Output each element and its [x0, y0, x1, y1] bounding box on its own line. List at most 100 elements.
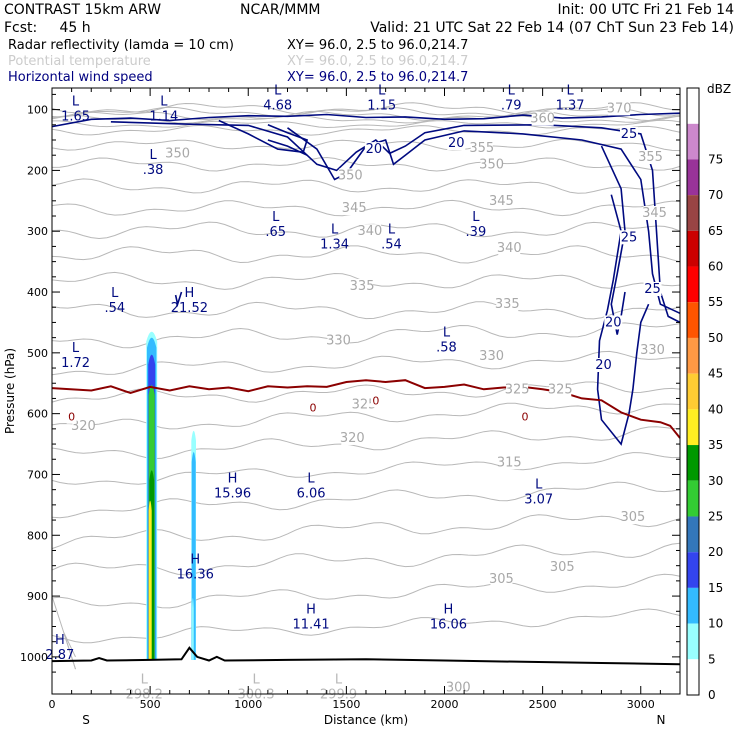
theta-contour — [51, 156, 681, 172]
colorbar-label: 0 — [708, 688, 716, 702]
extreme-value: .58 — [436, 341, 457, 356]
extreme-value: .54 — [381, 237, 402, 252]
extreme-letter: L — [72, 95, 80, 110]
x-tick-label: 2500 — [529, 698, 557, 711]
extreme-letter: L — [274, 84, 282, 99]
colorbar-swatch — [687, 266, 699, 303]
theta-contour — [51, 301, 681, 320]
extreme-value: 16.06 — [430, 617, 467, 632]
colorbar-swatch — [687, 445, 699, 481]
colorbar-label: 70 — [708, 188, 723, 202]
extreme-value: 1.14 — [149, 110, 178, 125]
extreme-value: .54 — [104, 301, 125, 316]
theta-contour — [51, 178, 681, 194]
wind-contour — [174, 291, 183, 308]
theta-label: 335 — [495, 297, 520, 312]
colorbar-swatch — [687, 302, 699, 338]
extreme-value: 6.06 — [297, 487, 326, 502]
colorbar-label: 30 — [708, 474, 723, 488]
colorbar-swatch — [687, 159, 699, 196]
wind-label-bg — [604, 315, 623, 330]
colorbar-swatch — [687, 409, 699, 446]
extreme-letter: L — [388, 222, 396, 237]
wind-label: 20 — [595, 358, 612, 373]
y-tick-label: 600 — [27, 408, 48, 421]
wind-label-bg — [643, 281, 662, 296]
x-tick-label: 2000 — [431, 698, 459, 711]
extreme-letter: L — [566, 84, 574, 99]
extreme-letter: L — [378, 84, 386, 99]
zero-label-bg — [519, 411, 530, 424]
y-tick-label: 300 — [27, 225, 48, 238]
theta-label-bg — [358, 224, 381, 239]
colorbar-swatch — [687, 123, 699, 160]
theta-contour — [51, 110, 681, 122]
extreme-value: 1.34 — [320, 237, 349, 252]
theta-contour — [51, 322, 681, 349]
theta-label: 325 — [548, 382, 573, 397]
theta-label-bg — [641, 342, 664, 357]
theta-label: 315 — [497, 455, 522, 470]
theta-label: 355 — [469, 141, 494, 156]
wind-label-bg — [619, 230, 638, 245]
extreme-value: 2.87 — [45, 648, 74, 663]
x-tick-label: 500 — [140, 698, 161, 711]
extreme-letter: L — [472, 210, 480, 225]
org-label: NCAR/MMM — [240, 2, 321, 18]
extreme-value: .39 — [466, 225, 487, 240]
extreme-letter: L — [252, 672, 260, 687]
theta-label-bg — [490, 193, 513, 208]
colorbar-label: 75 — [708, 152, 723, 166]
theta-label: 355 — [638, 150, 663, 165]
terrain-profile — [51, 646, 681, 666]
zero-label: 0 — [310, 402, 317, 415]
theta-label: 345 — [642, 206, 667, 221]
theta-label: 325 — [505, 382, 530, 397]
theta-label: 335 — [350, 279, 375, 294]
extreme-value: 15.96 — [214, 487, 251, 502]
colorbar-swatch — [687, 230, 699, 267]
zero-label: 0 — [68, 411, 75, 424]
extreme-value: 16.36 — [177, 567, 214, 582]
theta-label: 370 — [607, 101, 632, 116]
theta-label: 350 — [338, 168, 363, 183]
wind-label: 20 — [448, 136, 465, 151]
theta-label-bg — [498, 455, 521, 470]
extreme-value: 4.68 — [263, 99, 292, 114]
theta-label: 325 — [352, 398, 377, 413]
colorbar-unit: dBZ — [707, 82, 731, 96]
extreme-letter: L — [149, 148, 157, 163]
theta-contour — [52, 119, 681, 129]
colorbar-swatch — [687, 195, 699, 231]
theta-label-bg — [480, 157, 503, 172]
wind-label: 25 — [644, 282, 661, 297]
extreme-letter: L — [160, 95, 168, 110]
theta-label: 330 — [479, 349, 504, 364]
theta-label-bg — [470, 140, 493, 155]
colorbar-label: 5 — [708, 652, 716, 666]
theta-label-bg — [506, 382, 529, 397]
forecast-hour: Fcst: 45 h — [4, 20, 91, 36]
y-tick-label: 800 — [27, 529, 48, 542]
zero-label-bg — [66, 411, 77, 424]
y-axis-label: Pressure (hPa) — [3, 348, 17, 434]
colorbar-swatch — [687, 480, 699, 517]
extreme-letter: H — [55, 633, 65, 648]
theta-label-bg — [549, 382, 572, 397]
legend-field-label: Potential temperature — [8, 54, 151, 69]
colorbar-swatch — [687, 587, 699, 624]
theta-contour — [63, 632, 76, 670]
wind-label-bg — [447, 136, 466, 151]
colorbar-swatch — [687, 659, 699, 695]
x-tick-label: 1500 — [332, 698, 360, 711]
theta-contour — [51, 124, 681, 136]
colorbar-label: 50 — [708, 331, 723, 345]
extreme-value: 1.72 — [61, 356, 90, 371]
theta-label: 320 — [340, 431, 365, 446]
y-tick-label: 700 — [27, 468, 48, 481]
extreme-letter: L — [535, 478, 543, 493]
extreme-letter: L — [307, 472, 315, 487]
theta-contour — [51, 106, 681, 118]
